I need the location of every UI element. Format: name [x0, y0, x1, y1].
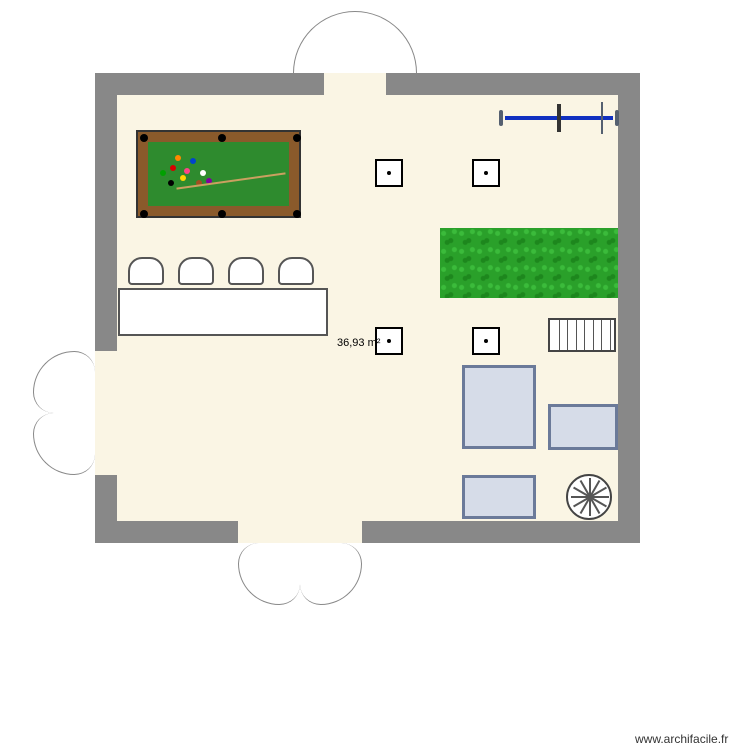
dining-chair — [278, 257, 314, 285]
pool-pocket — [293, 210, 301, 218]
pool-ball — [168, 180, 174, 186]
pool-ball — [200, 170, 206, 176]
bicycle — [505, 108, 613, 128]
column-dot — [484, 339, 488, 343]
stairs — [548, 318, 616, 352]
pool-ball — [175, 155, 181, 161]
dining-chair — [178, 257, 214, 285]
door-arc — [293, 11, 355, 73]
door-opening — [324, 73, 386, 95]
dining-chair — [128, 257, 164, 285]
hedge-planter — [440, 228, 618, 298]
door-arc — [33, 413, 95, 475]
pool-ball — [160, 170, 166, 176]
door-arc — [33, 351, 95, 413]
round-fan — [566, 474, 612, 520]
column-dot — [484, 171, 488, 175]
pool-pocket — [293, 134, 301, 142]
door-arc — [238, 543, 300, 605]
chair-back — [228, 257, 264, 285]
pool-ball — [190, 158, 196, 164]
bike-pedals — [557, 104, 561, 132]
door-opening — [238, 521, 362, 543]
sofa — [548, 404, 618, 450]
pool-ball — [180, 175, 186, 181]
stair-line — [601, 320, 602, 350]
dining-chair — [228, 257, 264, 285]
stair-line — [576, 320, 577, 350]
floor-plan-canvas: 36,93 m² www.archifacile.fr — [0, 0, 750, 750]
sofa — [462, 365, 536, 449]
stair-line — [610, 320, 611, 350]
watermark: www.archifacile.fr — [635, 732, 728, 746]
stair-line — [567, 320, 568, 350]
pool-pocket — [140, 134, 148, 142]
sofa — [462, 475, 536, 519]
wall-right — [618, 73, 640, 543]
dining-table — [118, 288, 328, 336]
pool-pocket — [140, 210, 148, 218]
stair-line — [559, 320, 560, 350]
pool-ball — [184, 168, 190, 174]
area-label: 36,93 m² — [337, 337, 380, 349]
stair-line — [593, 320, 594, 350]
chair-back — [128, 257, 164, 285]
door-arc — [355, 11, 417, 73]
column-dot — [387, 171, 391, 175]
pool-pocket — [218, 210, 226, 218]
wall-bottom — [95, 521, 640, 543]
chair-back — [278, 257, 314, 285]
stair-line — [584, 320, 585, 350]
door-arc — [300, 543, 362, 605]
pool-ball — [170, 165, 176, 171]
column-dot — [387, 339, 391, 343]
bike-wheel — [499, 110, 503, 126]
chair-back — [178, 257, 214, 285]
bike-handlebar — [601, 102, 603, 134]
bike-wheel — [615, 110, 619, 126]
pool-pocket — [218, 134, 226, 142]
door-opening — [95, 351, 117, 475]
